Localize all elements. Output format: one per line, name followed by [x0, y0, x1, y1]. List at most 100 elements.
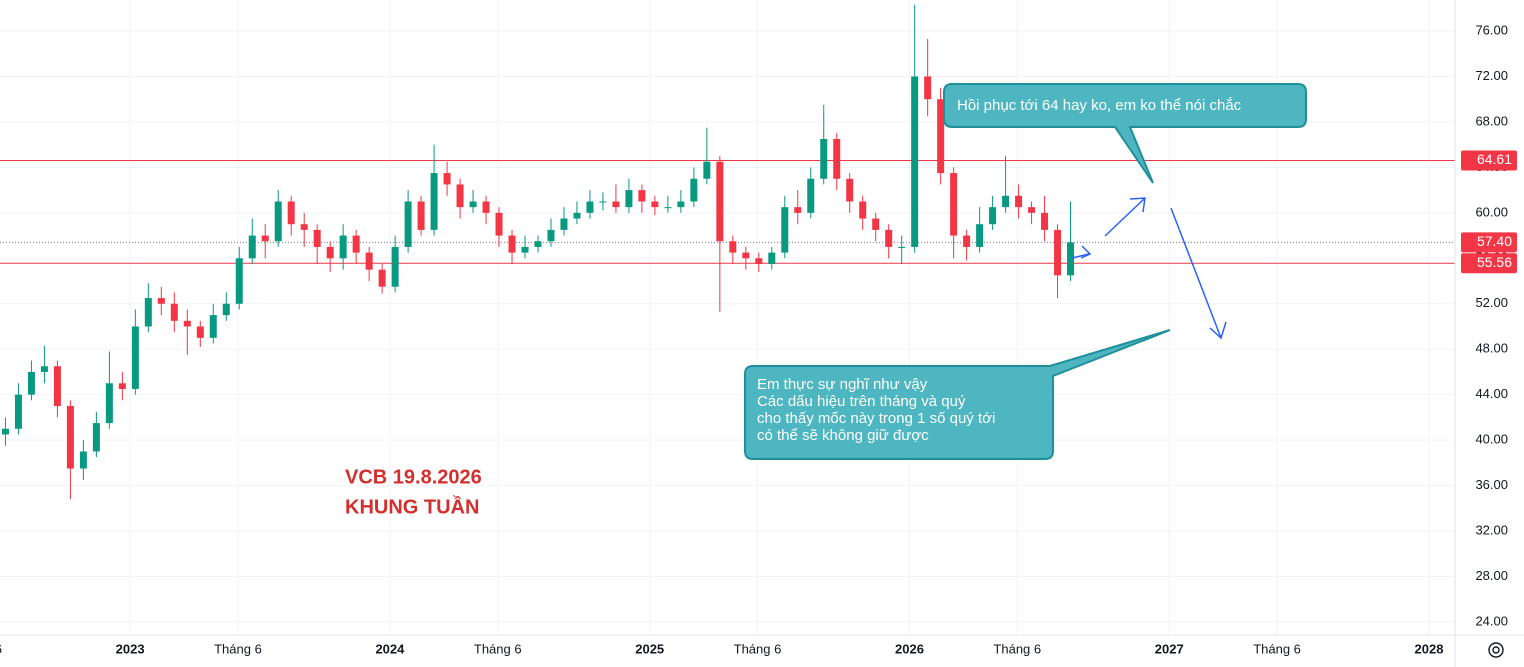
x-tick-label: 2026 — [895, 641, 924, 656]
candle-body — [768, 252, 776, 264]
price-label-box — [1461, 150, 1517, 171]
candle-body — [508, 235, 516, 253]
candle-body — [417, 201, 425, 230]
candle-body — [781, 207, 789, 253]
x-tick-label: 2024 — [375, 641, 405, 656]
candle-body — [40, 366, 48, 372]
candle-body — [183, 320, 191, 327]
candle-body — [1041, 212, 1049, 230]
candle-body — [391, 246, 399, 287]
candle-body — [976, 224, 984, 247]
candle-body — [209, 315, 217, 338]
chart-subtitle: KHUNG TUẦN — [345, 495, 479, 518]
candle-body — [586, 201, 594, 213]
x-tick-label: Tháng 6 — [993, 641, 1041, 656]
x-tick-label: 2027 — [1155, 641, 1184, 656]
candle-body — [872, 218, 880, 230]
candle-body — [248, 235, 256, 259]
x-tick-label: 2025 — [635, 641, 664, 656]
candle-body — [118, 383, 126, 389]
y-tick-label: 44.00 — [1475, 386, 1508, 401]
candle-body — [1, 428, 9, 435]
candle-body — [170, 303, 178, 321]
y-tick-label: 60.00 — [1475, 204, 1508, 219]
candle-body — [326, 246, 334, 259]
y-tick-label: 24.00 — [1475, 613, 1508, 628]
candle-body — [807, 178, 815, 213]
price-label: 64.61 — [1477, 151, 1512, 167]
y-tick-label: 48.00 — [1475, 341, 1508, 356]
candle-body — [846, 178, 854, 202]
callout-text: cho thấy mốc này trong 1 số quý tới — [757, 410, 995, 427]
y-tick-label: 52.00 — [1475, 295, 1508, 310]
candle-body — [859, 201, 867, 219]
callout-text: Em thực sự nghĩ như vậy — [757, 376, 928, 393]
candle-body — [885, 229, 893, 247]
candle-body — [157, 298, 165, 304]
candle-body — [430, 173, 438, 230]
candle-body — [625, 190, 633, 208]
callout-text: có thể sẽ không giữ được — [757, 427, 929, 444]
candle-body — [352, 235, 360, 253]
candle-body — [703, 161, 711, 179]
candle-body — [521, 246, 529, 253]
y-tick-label: 40.00 — [1475, 432, 1508, 447]
callout-box — [943, 83, 1307, 184]
x-tick-label: Tháng 6 — [0, 641, 2, 656]
price-label: 57.40 — [1477, 233, 1512, 249]
candle-body — [690, 178, 698, 202]
candle-body — [664, 207, 672, 209]
candle-body — [820, 138, 828, 179]
candle-body — [274, 201, 282, 242]
x-tick-label: 2028 — [1415, 641, 1444, 656]
x-tick-label: Tháng 6 — [214, 641, 262, 656]
callout-text: Các dấu hiệu trên tháng và quý — [757, 393, 966, 410]
candle-body — [1054, 229, 1062, 276]
candle-body — [911, 76, 919, 247]
candle-body — [638, 190, 646, 202]
x-tick-label: Tháng 6 — [474, 641, 522, 656]
callout-box — [744, 329, 1171, 460]
candle-body — [482, 201, 490, 213]
candle-body — [79, 451, 87, 469]
y-tick-label: 36.00 — [1475, 477, 1508, 492]
candle-body — [27, 371, 35, 395]
candle-body — [456, 184, 464, 208]
candle-body — [92, 423, 100, 452]
candle-body — [963, 235, 971, 247]
x-tick-label: Tháng 6 — [1253, 641, 1301, 656]
candle-body — [755, 258, 763, 264]
candle-body — [599, 201, 607, 203]
candle-body — [196, 326, 204, 338]
callout: Hồi phục tới 64 hay ko, em ko thể nói ch… — [943, 83, 1307, 184]
candle-body — [105, 383, 113, 424]
candle-body — [742, 252, 750, 259]
candle-body — [443, 173, 451, 185]
candle-body — [937, 99, 945, 174]
y-tick-label: 68.00 — [1475, 113, 1508, 128]
candle-body — [378, 269, 386, 287]
candle-body — [716, 161, 724, 242]
price-label-box — [1461, 253, 1517, 274]
candle-body — [66, 406, 74, 469]
arrow-small — [1071, 245, 1092, 259]
candle-body — [1015, 195, 1023, 208]
settings-icon[interactable] — [1488, 642, 1504, 658]
candle-body — [677, 201, 685, 208]
candle-body — [560, 218, 568, 230]
candle-body — [1028, 207, 1036, 213]
candle-body — [612, 201, 620, 208]
candle-body — [53, 366, 61, 407]
candle-body — [261, 235, 269, 242]
candle-body — [924, 76, 932, 100]
candle-body — [365, 252, 373, 270]
candle-body — [547, 229, 555, 242]
candles — [1, 4, 1075, 500]
candle-body — [131, 326, 139, 389]
candle-body — [404, 201, 412, 247]
candle-body — [287, 201, 295, 225]
candle-body — [1002, 195, 1010, 208]
candle-body — [469, 201, 477, 208]
candle-body — [729, 241, 737, 253]
x-tick-label: 2023 — [116, 641, 145, 656]
